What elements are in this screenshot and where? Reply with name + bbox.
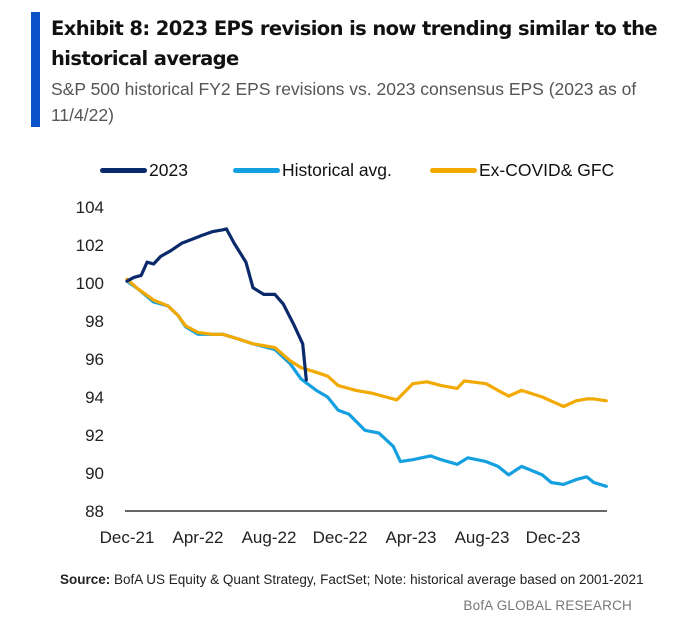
legend-label: Ex-COVID& GFC — [479, 160, 615, 180]
x-tick-label: Dec-21 — [100, 528, 155, 547]
legend-item-historical: Historical avg. — [233, 160, 392, 181]
x-tick-label: Dec-22 — [313, 528, 368, 547]
series-line-2023 — [125, 227, 308, 382]
y-tick-label: 90 — [85, 464, 104, 483]
accent-bar — [31, 12, 40, 127]
brand-footer: BofA GLOBAL RESEARCH — [463, 598, 632, 613]
chart-subtitle: S&P 500 historical FY2 EPS revisions vs.… — [51, 79, 637, 125]
x-tick-label: Apr-23 — [385, 528, 436, 547]
y-tick-label: 102 — [76, 236, 104, 255]
legend-swatch — [233, 168, 280, 173]
x-tick-label: Aug-22 — [242, 528, 297, 547]
chart-title: Exhibit 8: 2023 EPS revision is now tren… — [51, 17, 658, 70]
legend: 2023 Historical avg. Ex-COVID& GFC — [0, 160, 700, 184]
legend-label: 2023 — [149, 160, 188, 180]
x-tick-label: Apr-22 — [172, 528, 223, 547]
source-text: BofA US Equity & Quant Strategy, FactSet… — [110, 572, 644, 587]
y-tick-label: 88 — [85, 502, 104, 521]
x-tick-label: Dec-23 — [526, 528, 581, 547]
series-line-historical-avg- — [125, 279, 608, 488]
legend-item-2023: 2023 — [100, 160, 188, 181]
y-tick-label: 100 — [76, 274, 104, 293]
legend-label: Historical avg. — [282, 160, 392, 180]
legend-swatch — [430, 168, 477, 173]
source-note: Source: BofA US Equity & Quant Strategy,… — [60, 572, 644, 587]
x-tick-label: Aug-23 — [455, 528, 510, 547]
y-tick-label: 94 — [85, 388, 104, 407]
y-tick-label: 92 — [85, 426, 104, 445]
series-line-ex-covid-gfc — [125, 277, 608, 409]
source-label: Source: — [60, 572, 111, 587]
y-tick-label: 96 — [85, 350, 104, 369]
legend-item-excovid: Ex-COVID& GFC — [430, 160, 614, 181]
y-tick-label: 104 — [76, 198, 104, 217]
y-tick-label: 98 — [85, 312, 104, 331]
legend-swatch — [100, 168, 147, 173]
